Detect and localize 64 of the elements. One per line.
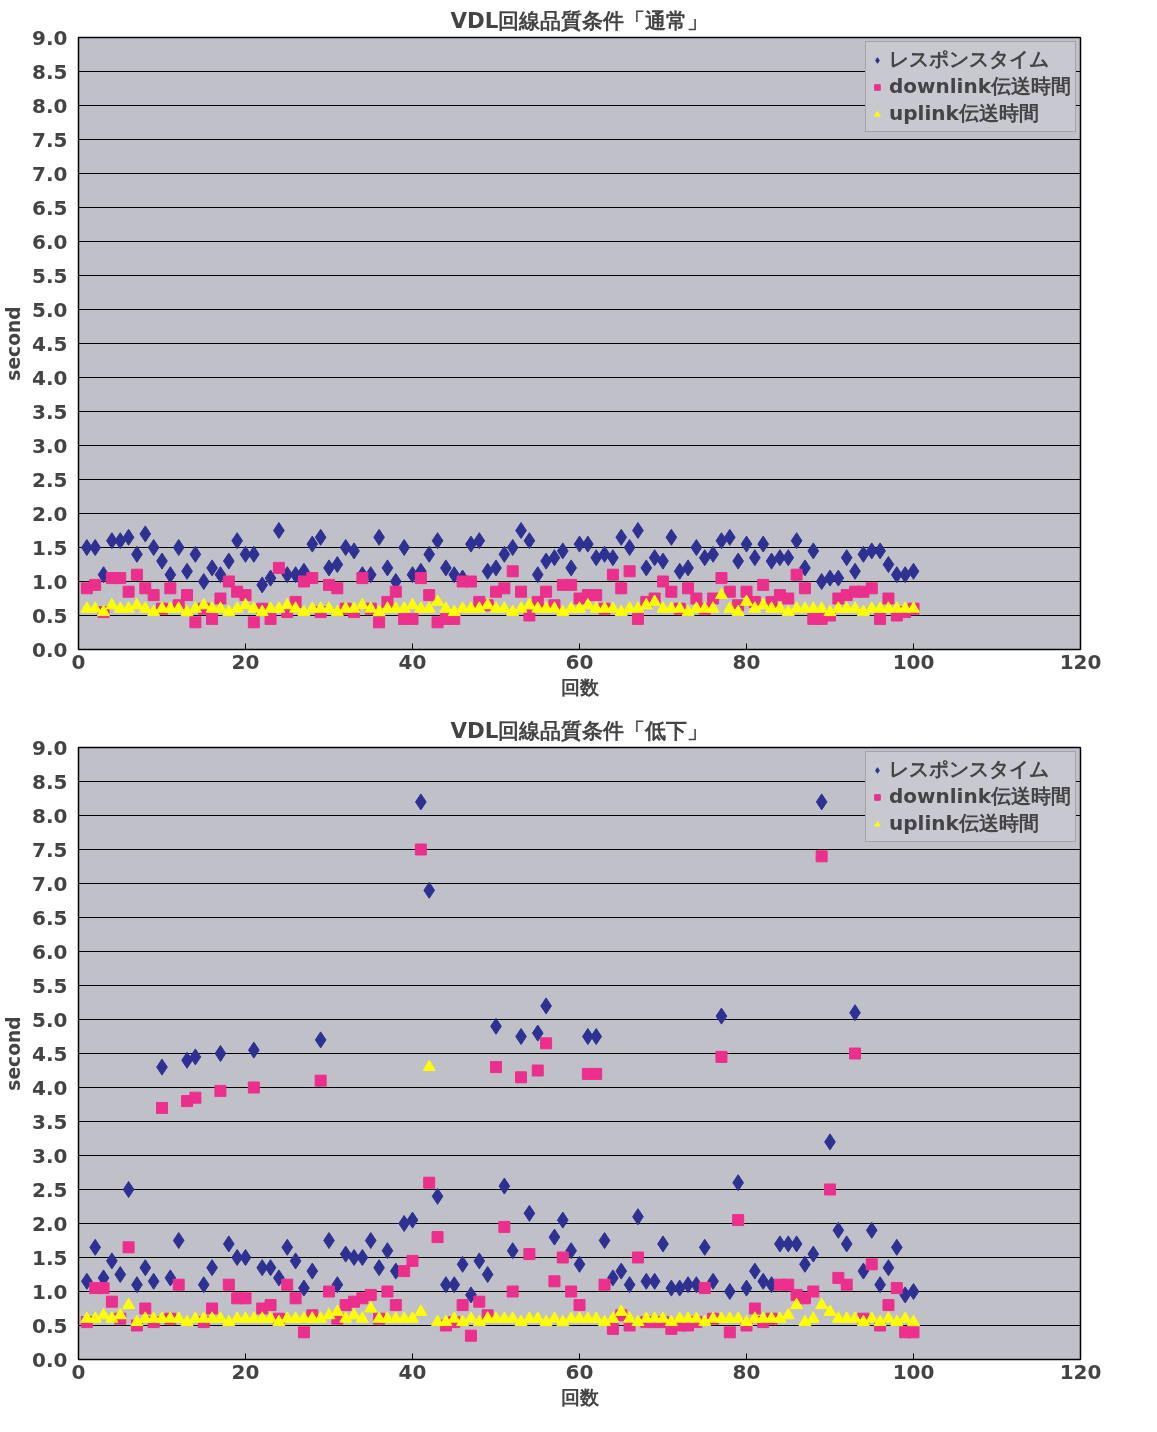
y-tick-label: 1.0 <box>32 1279 68 1304</box>
y-tick-label: 0.0 <box>32 1347 68 1372</box>
y-tick-label: 1.0 <box>32 569 68 594</box>
y-tick-label: 4.0 <box>32 365 68 390</box>
x-tick-label: 80 <box>732 649 761 674</box>
chart-title: VDL回線品質条件「通常」 <box>450 7 709 33</box>
y-tick-label: 6.0 <box>32 229 68 254</box>
x-tick-label: 60 <box>565 1359 594 1384</box>
y-tick-label: 4.5 <box>32 1041 68 1066</box>
x-tick-label: 60 <box>565 649 594 674</box>
y-tick-label: 1.5 <box>32 1245 68 1270</box>
y-tick-label: 5.0 <box>32 297 68 322</box>
y-tick-label: 7.5 <box>32 127 68 152</box>
x-tick-label: 20 <box>231 1359 260 1384</box>
y-tick-label: 2.0 <box>32 501 68 526</box>
y-tick-label: 6.0 <box>32 939 68 964</box>
y-tick-label: 9.0 <box>32 25 68 50</box>
y-tick-label: 4.5 <box>32 331 68 356</box>
y-tick-label: 2.5 <box>32 467 68 492</box>
y-tick-label: 5.5 <box>32 263 68 288</box>
x-axis-title: 回数 <box>560 1386 600 1408</box>
y-tick-label: 2.0 <box>32 1211 68 1236</box>
y-axis-title: second <box>3 306 25 381</box>
y-tick-label: 7.0 <box>32 161 68 186</box>
y-tick-label: 2.5 <box>32 1177 68 1202</box>
y-tick-label: 3.0 <box>32 1143 68 1168</box>
x-tick-label: 0 <box>71 1359 86 1384</box>
x-tick-label: 40 <box>398 649 427 674</box>
y-tick-label: 5.5 <box>32 973 68 998</box>
legend-label: レスポンスタイム <box>888 46 1049 73</box>
y-tick-label: 9.0 <box>32 735 68 760</box>
y-tick-label: 0.5 <box>32 603 68 628</box>
y-axis-title: second <box>3 1016 25 1091</box>
y-tick-label: 3.0 <box>32 433 68 458</box>
y-tick-label: 7.5 <box>32 837 68 862</box>
legend-label: downlink伝送時間 <box>888 783 1071 810</box>
x-tick-label: 120 <box>1059 649 1102 674</box>
y-tick-label: 0.5 <box>32 1313 68 1338</box>
y-tick-label: 6.5 <box>32 195 68 220</box>
legend-label: uplink伝送時間 <box>888 810 1039 837</box>
x-tick-label: 100 <box>892 649 935 674</box>
x-axis-title: 回数 <box>560 676 600 698</box>
legend-label: uplink伝送時間 <box>888 100 1039 127</box>
y-tick-label: 8.0 <box>32 93 68 118</box>
x-tick-label: 120 <box>1059 1359 1102 1384</box>
y-tick-label: 0.0 <box>32 637 68 662</box>
y-tick-label: 6.5 <box>32 905 68 930</box>
y-tick-label: 4.0 <box>32 1075 68 1100</box>
y-tick-label: 8.0 <box>32 803 68 828</box>
y-tick-label: 8.5 <box>32 769 68 794</box>
y-tick-label: 3.5 <box>32 1109 68 1134</box>
y-tick-label: 5.0 <box>32 1007 68 1032</box>
y-tick-label: 8.5 <box>32 59 68 84</box>
x-tick-label: 100 <box>892 1359 935 1384</box>
x-tick-label: 0 <box>71 649 86 674</box>
y-tick-label: 3.5 <box>32 399 68 424</box>
legend-label: レスポンスタイム <box>888 756 1049 783</box>
legend-label: downlink伝送時間 <box>888 73 1071 100</box>
chart-title: VDL回線品質条件「低下」 <box>450 717 709 743</box>
x-tick-label: 80 <box>732 1359 761 1384</box>
x-tick-label: 40 <box>398 1359 427 1384</box>
y-tick-label: 7.0 <box>32 871 68 896</box>
x-tick-label: 20 <box>231 649 260 674</box>
y-tick-label: 1.5 <box>32 535 68 560</box>
